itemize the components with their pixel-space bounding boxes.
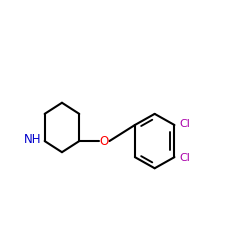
Text: NH: NH (24, 132, 41, 145)
Text: Cl: Cl (180, 119, 190, 129)
Text: O: O (99, 134, 108, 147)
Text: Cl: Cl (180, 153, 190, 164)
